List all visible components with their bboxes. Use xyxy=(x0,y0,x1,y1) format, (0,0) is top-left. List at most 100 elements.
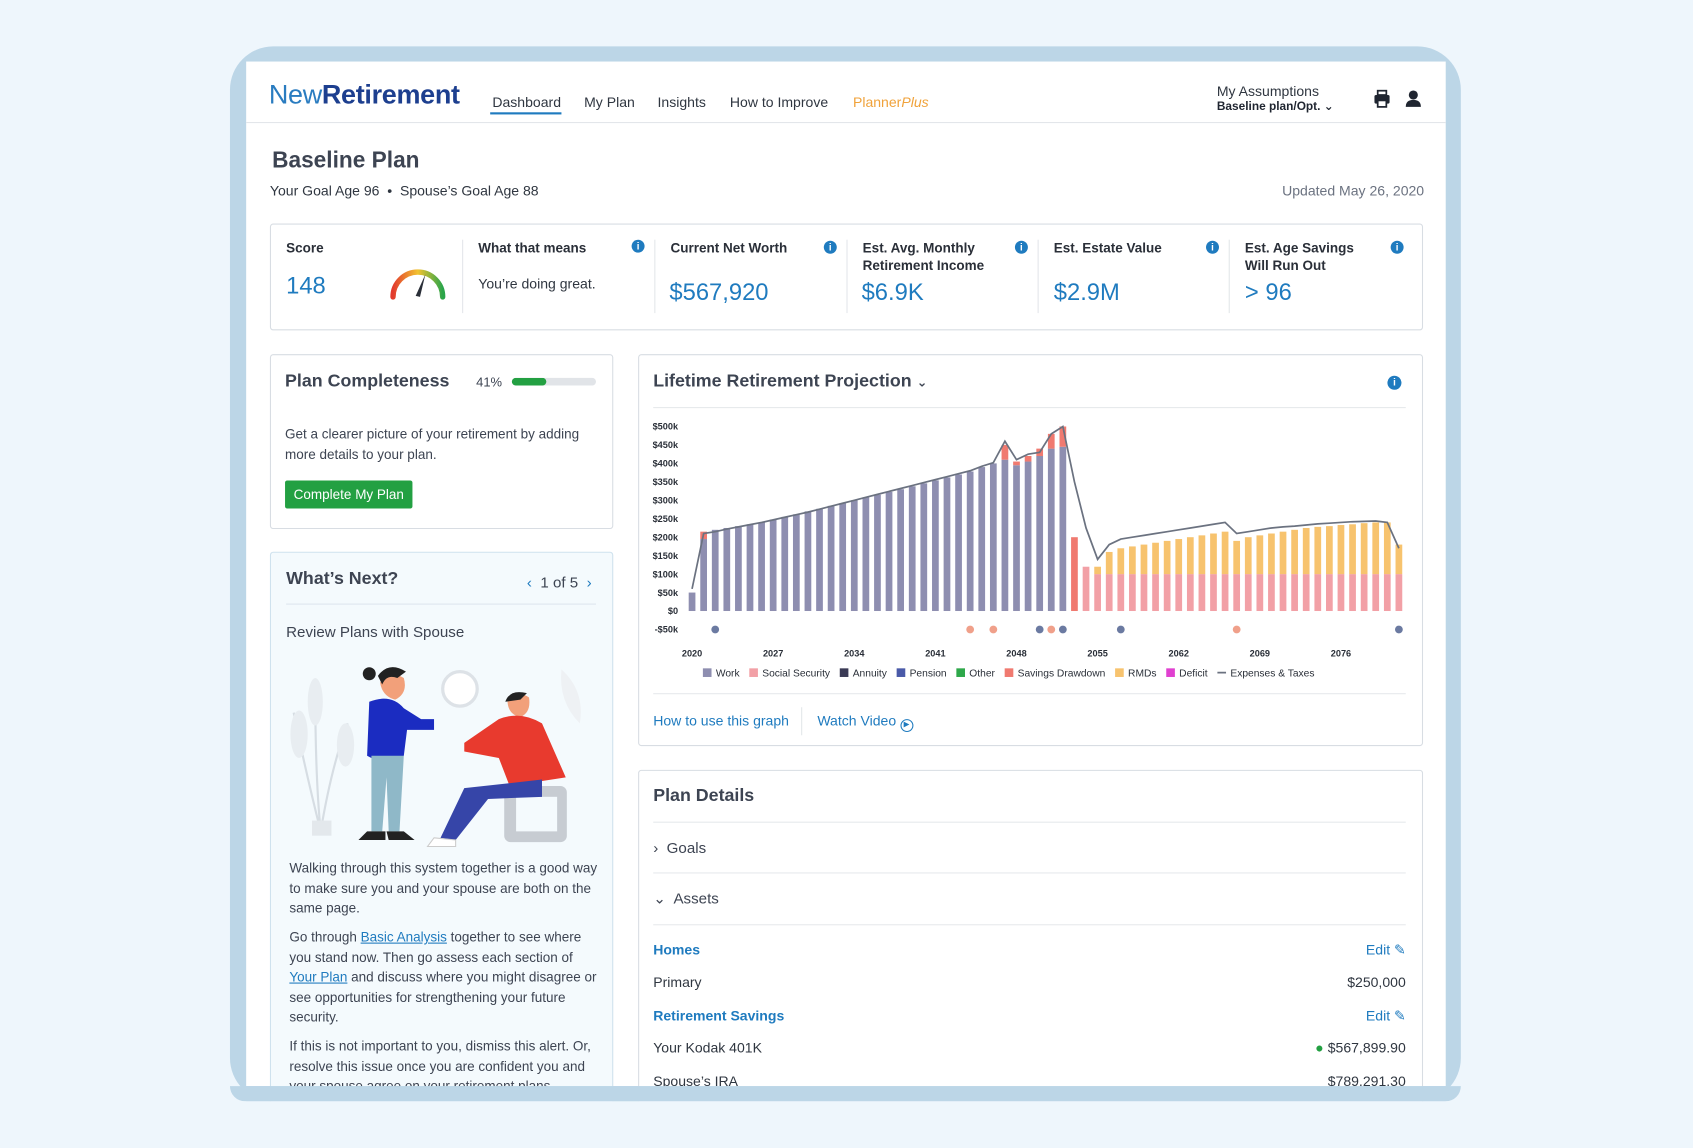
x-tick-label: 2048 xyxy=(1006,648,1026,658)
x-tick-label: 2055 xyxy=(1087,648,1107,658)
metric-value: You’re doing great. xyxy=(478,275,596,292)
bar-segment xyxy=(1117,548,1125,575)
score-gauge xyxy=(390,269,446,300)
info-icon[interactable]: i xyxy=(1387,375,1402,390)
bar-segment xyxy=(700,539,707,612)
assumptions-dropdown[interactable]: Baseline plan/Opt. ⌄ xyxy=(1216,100,1334,114)
complete-plan-button[interactable]: Complete My Plan xyxy=(285,480,413,509)
bar-segment xyxy=(746,524,754,612)
bar-segment xyxy=(1117,574,1125,612)
print-icon[interactable] xyxy=(1374,89,1390,108)
bar-segment xyxy=(804,511,812,612)
edit-link[interactable]: Edit ✎ xyxy=(1365,1007,1406,1024)
bar-segment xyxy=(1175,539,1183,575)
bar-segment xyxy=(1001,444,1009,460)
legend-swatch xyxy=(956,668,965,677)
metric-label: Est. Avg. Monthly Retirement Income xyxy=(862,240,985,274)
info-icon[interactable]: i xyxy=(823,240,837,254)
how-to-link[interactable]: How to use this graph xyxy=(653,712,789,729)
metric-value: $567,920 xyxy=(669,278,769,306)
bar-segment xyxy=(1221,531,1229,575)
assets-section[interactable]: ⌄ Assets xyxy=(653,889,719,907)
basic-analysis-link[interactable]: Basic Analysis xyxy=(360,929,447,945)
metric-value: > 96 xyxy=(1244,278,1292,306)
bar-segment xyxy=(1349,524,1356,575)
info-icon[interactable]: i xyxy=(1206,240,1219,254)
y-tick-label: $400k xyxy=(653,459,679,469)
legend-label: Deficit xyxy=(1179,668,1208,679)
bar-segment xyxy=(1256,535,1264,575)
legend: Work Social Security Annuity Pension Other Sa… xyxy=(702,668,1314,679)
plan-title: Baseline Plan xyxy=(272,147,420,173)
bar-segment xyxy=(874,494,881,612)
bar-segment xyxy=(1175,574,1183,612)
bar-segment xyxy=(1268,533,1275,575)
divider xyxy=(286,603,596,605)
y-tick-label: $0 xyxy=(668,606,678,616)
bar-segment xyxy=(1129,574,1136,612)
bar-segment xyxy=(1163,540,1171,575)
legend-label: Annuity xyxy=(853,668,888,679)
pager[interactable]: ‹ 1 of 5 › xyxy=(526,573,592,591)
bar-segment xyxy=(1013,461,1020,466)
bar-segment xyxy=(816,508,823,612)
bar-segment xyxy=(862,497,870,612)
y-tick-label: $450k xyxy=(653,440,679,450)
nav-my-plan[interactable]: My Plan xyxy=(584,93,635,111)
bar-segment xyxy=(897,489,904,612)
bar-segment xyxy=(1001,459,1009,612)
logo[interactable]: NewRetirement xyxy=(269,80,460,111)
bar-segment xyxy=(1221,574,1229,612)
goals-section[interactable]: › Goals xyxy=(653,838,707,857)
nav-planner-plus[interactable]: PlannerPlus xyxy=(853,94,929,110)
metric-value: $6.9K xyxy=(861,278,924,306)
completeness-text: Get a clearer picture of your retirement… xyxy=(285,426,580,462)
divider xyxy=(653,872,1406,874)
bar-segment xyxy=(723,527,731,612)
edit-link[interactable]: Edit ✎ xyxy=(1365,941,1406,958)
y-tick-label: $250k xyxy=(653,514,679,524)
nav-how-to-improve[interactable]: How to Improve xyxy=(729,93,829,111)
divider xyxy=(846,239,848,314)
watch-video: Watch Video xyxy=(817,712,897,729)
event-marker xyxy=(1232,625,1241,634)
bar-segment xyxy=(1395,544,1403,575)
bar-segment xyxy=(1383,574,1391,612)
bar-segment xyxy=(1186,537,1194,575)
bar-segment xyxy=(1105,574,1113,612)
text: Go through xyxy=(289,929,361,945)
bar-segment xyxy=(1302,527,1310,575)
watch-video-link[interactable]: Watch Video ▶ xyxy=(817,712,914,733)
edit: Edit xyxy=(1365,1007,1391,1024)
bar-segment xyxy=(1094,574,1101,612)
bar-segment xyxy=(735,526,742,612)
bar-segment xyxy=(1256,574,1264,612)
x-tick-label: 2076 xyxy=(1331,648,1351,658)
bar-segment xyxy=(1302,574,1310,612)
nav-dashboard[interactable]: Dashboard xyxy=(492,93,562,111)
metric-label: Est. Age Savings Will Run Out xyxy=(1244,240,1354,274)
bar-segment xyxy=(839,503,847,612)
info-icon[interactable]: i xyxy=(1014,240,1028,254)
nav-insights[interactable]: Insights xyxy=(657,93,706,111)
bar-segment xyxy=(1244,537,1252,575)
legend-label: Pension xyxy=(910,668,947,679)
user-icon[interactable] xyxy=(1405,90,1421,107)
bar-segment xyxy=(943,477,951,612)
info-icon[interactable]: i xyxy=(1390,240,1404,254)
chart-title-row[interactable]: Lifetime Retirement Projection ⌄ xyxy=(653,371,928,391)
legend-swatch xyxy=(1115,668,1124,677)
bar-segment xyxy=(1024,456,1032,462)
info-icon[interactable]: i xyxy=(631,239,645,253)
event-marker xyxy=(1058,625,1067,634)
section-label: Goals xyxy=(666,838,707,857)
asset-name: Primary xyxy=(653,973,702,991)
goal-age: Your Goal Age 96 xyxy=(269,182,380,199)
x-tick-label: 2034 xyxy=(844,648,865,658)
bar-segment xyxy=(1279,531,1287,575)
event-marker xyxy=(1035,625,1044,634)
bar-segment xyxy=(1071,537,1078,612)
divider xyxy=(801,707,803,736)
your-plan-link[interactable]: Your Plan xyxy=(289,969,348,985)
